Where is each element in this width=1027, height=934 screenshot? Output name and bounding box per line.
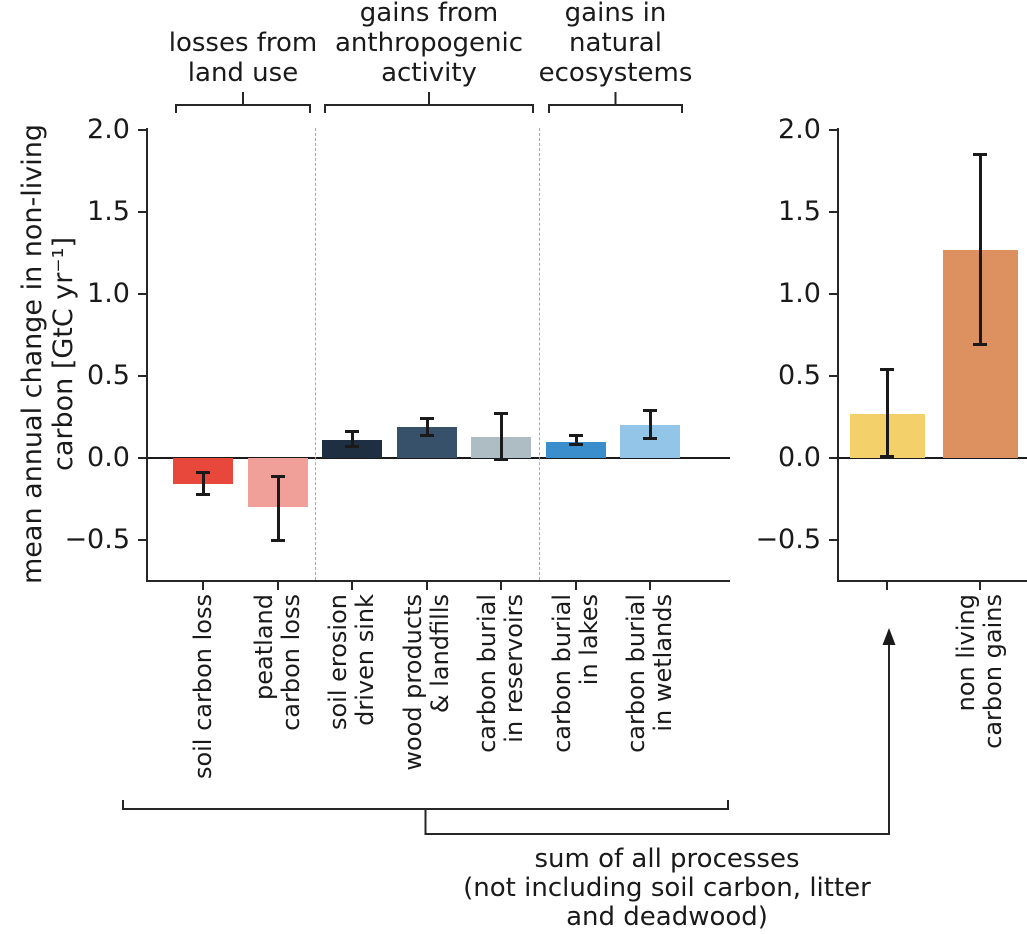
y-tick (138, 457, 146, 459)
x-tick-label: carbon burial in lakes (548, 594, 603, 753)
error-bar-cap (880, 454, 894, 458)
sum-annotation-text: sum of all processes (not including soil… (463, 844, 871, 932)
y-tick (829, 457, 837, 459)
zero-line (839, 457, 1027, 459)
y-tick-label: 1.0 (87, 278, 130, 309)
bottom-spine (837, 580, 1027, 582)
group-bracket (324, 92, 534, 113)
error-bar-cap (643, 436, 657, 440)
error-bar-cap (196, 471, 210, 475)
y-tick (829, 129, 837, 131)
x-tick-label: wood products & landfills (399, 594, 454, 771)
group-separator (315, 128, 316, 580)
x-tick (500, 582, 502, 590)
y-tick-label: 0.0 (87, 442, 130, 473)
group-title: gains from anthropogenic activity (334, 0, 524, 88)
y-tick (829, 293, 837, 295)
x-tick-label: carbon burial in reservoirs (473, 594, 528, 753)
y-tick (829, 539, 837, 541)
group-separator (538, 128, 540, 580)
y-tick-label: −0.5 (755, 524, 821, 555)
error-bar (978, 154, 982, 345)
left-spine (146, 128, 148, 582)
error-bar (350, 431, 354, 447)
x-tick (351, 582, 353, 590)
bar (546, 441, 606, 458)
y-tick (138, 375, 146, 377)
group-title: losses from land use (168, 28, 318, 88)
error-bar-cap (494, 412, 508, 416)
x-tick (426, 582, 428, 590)
error-bar-cap (494, 458, 508, 462)
x-tick (886, 582, 888, 590)
bottom-spine (146, 580, 730, 582)
y-tick-label: 0.0 (778, 442, 821, 473)
group-bracket (548, 92, 683, 113)
error-bar-cap (569, 433, 583, 437)
error-bar-cap (973, 343, 987, 347)
error-bar-cap (345, 445, 359, 449)
error-bar (499, 413, 503, 460)
x-tick (277, 582, 279, 590)
y-tick-label: 1.5 (87, 196, 130, 227)
y-tick (829, 375, 837, 377)
error-bar-cap (880, 367, 894, 371)
y-tick-label: 2.0 (778, 114, 821, 145)
left-spine (837, 128, 839, 582)
error-bar (201, 472, 205, 495)
x-tick (202, 582, 204, 590)
error-bar-cap (271, 538, 285, 542)
error-bar (425, 418, 429, 436)
error-bar-cap (973, 153, 987, 157)
error-bar-cap (569, 443, 583, 447)
zero-line (148, 457, 730, 459)
error-bar-cap (196, 492, 210, 496)
error-bar-cap (643, 408, 657, 412)
y-tick-label: 2.0 (87, 114, 130, 145)
x-tick-label: non living carbon gains (952, 594, 1007, 749)
y-tick-label: 0.5 (87, 360, 130, 391)
y-tick (138, 129, 146, 131)
error-bar-cap (271, 474, 285, 478)
y-tick-label: 1.5 (778, 196, 821, 227)
group-title: gains in natural ecosystems (538, 0, 693, 88)
bar (322, 439, 382, 458)
error-bar-cap (420, 417, 434, 421)
error-bar-cap (420, 433, 434, 437)
y-tick (138, 293, 146, 295)
x-tick-label: carbon burial in wetlands (622, 594, 677, 753)
x-tick (649, 582, 651, 590)
x-tick-label: peatland carbon loss (250, 594, 305, 731)
y-tick (138, 211, 146, 213)
x-tick (575, 582, 577, 590)
y-tick (829, 211, 837, 213)
x-tick-label: soil carbon loss (188, 594, 217, 780)
error-bar (648, 410, 652, 439)
y-tick-label: 1.0 (778, 278, 821, 309)
sum-arrow-line (424, 642, 890, 835)
error-bar (885, 369, 889, 457)
group-bracket (175, 92, 311, 113)
y-tick-label: 0.5 (778, 360, 821, 391)
error-bar-cap (345, 430, 359, 434)
x-tick (979, 582, 981, 590)
arrow-head (882, 628, 896, 645)
error-bar (276, 476, 280, 540)
y-tick (138, 539, 146, 541)
x-tick-label: soil erosion driven sink (324, 594, 379, 731)
y-tick-label: −0.5 (64, 524, 130, 555)
error-bar (574, 435, 578, 445)
